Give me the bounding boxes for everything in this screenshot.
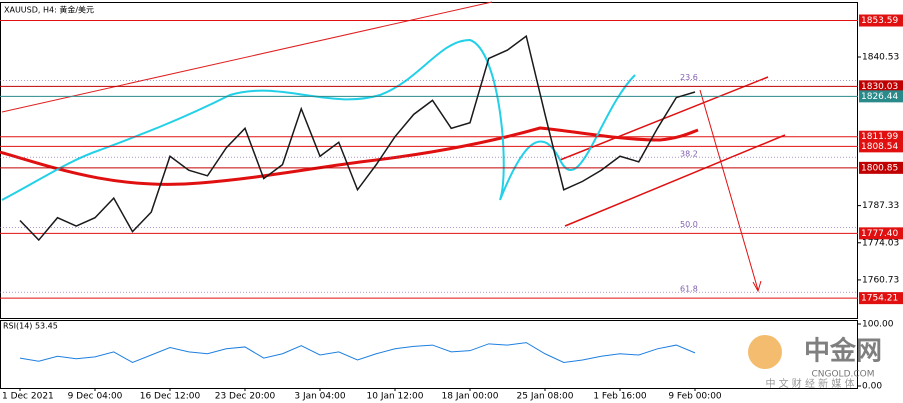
level-label-box [859,161,903,174]
level-label: 1800.85 [861,163,898,173]
x-tick-label: 10 Jan 12:00 [367,392,424,402]
rsi-panel [0,320,858,389]
data-line [19,34,696,242]
y-tick-label: 1774.03 [862,238,899,248]
price-panel [0,2,858,319]
fib-label: 50.0 [680,220,698,229]
fib-label: 38.2 [680,150,698,159]
x-tick-label: 9 Feb 00:00 [668,392,722,402]
level-label-box [859,80,903,93]
fib-label: 23.6 [680,73,698,82]
y-tick-label: 0.00 [862,382,882,392]
level-label-box [859,90,903,103]
fib-label: 61.8 [680,285,698,294]
level-label-box [859,140,903,153]
level-label-box [859,14,903,27]
x-tick-label: 18 Jan 00:00 [442,392,499,402]
level-label: 1777.40 [861,229,898,239]
logo-icon [748,335,782,369]
x-tick-label: 16 Dec 12:00 [140,392,201,402]
level-label: 1826.44 [861,92,898,102]
y-tick-label: 100.00 [862,320,894,330]
lagging-line [1,38,636,201]
watermark-site: CNGOLD.COM [811,370,874,380]
forecast-arrow [699,89,759,291]
x-tick-label: 25 Jan 08:00 [517,392,574,402]
level-label: 1830.03 [861,82,898,92]
level-label: 1754.21 [861,294,898,304]
level-label: 1808.54 [861,142,898,152]
level-label: 1811.99 [861,132,898,142]
x-tick-label: 3 Jan 04:00 [294,392,346,402]
y-tick-label: 1760.73 [862,275,899,285]
watermark-slogan: 中 文 财 经 新 媒 体 [765,377,854,390]
level-label-box [859,227,903,240]
y-tick-label: 1840.53 [862,52,899,62]
x-tick-label: 23 Dec 20:00 [215,392,276,402]
arrow-head [752,280,762,293]
x-tick-label: 9 Dec 04:00 [68,392,123,402]
y-tick-label: 1787.33 [862,201,899,211]
chart-title: XAUUSD, H4: 黄金/美元 [4,5,94,15]
level-label-box [859,292,903,305]
level-label: 1853.59 [861,16,898,26]
data-line [19,342,696,363]
x-tick-label: 1 Feb 16:00 [593,392,647,402]
x-tick-label: 1 Dec 2021 [2,392,54,402]
channel-line [564,134,786,227]
watermark-logo: 中金网 [804,336,882,367]
level-label-box [859,130,903,143]
rsi-title: RSI(14) 53.45 [3,322,58,331]
